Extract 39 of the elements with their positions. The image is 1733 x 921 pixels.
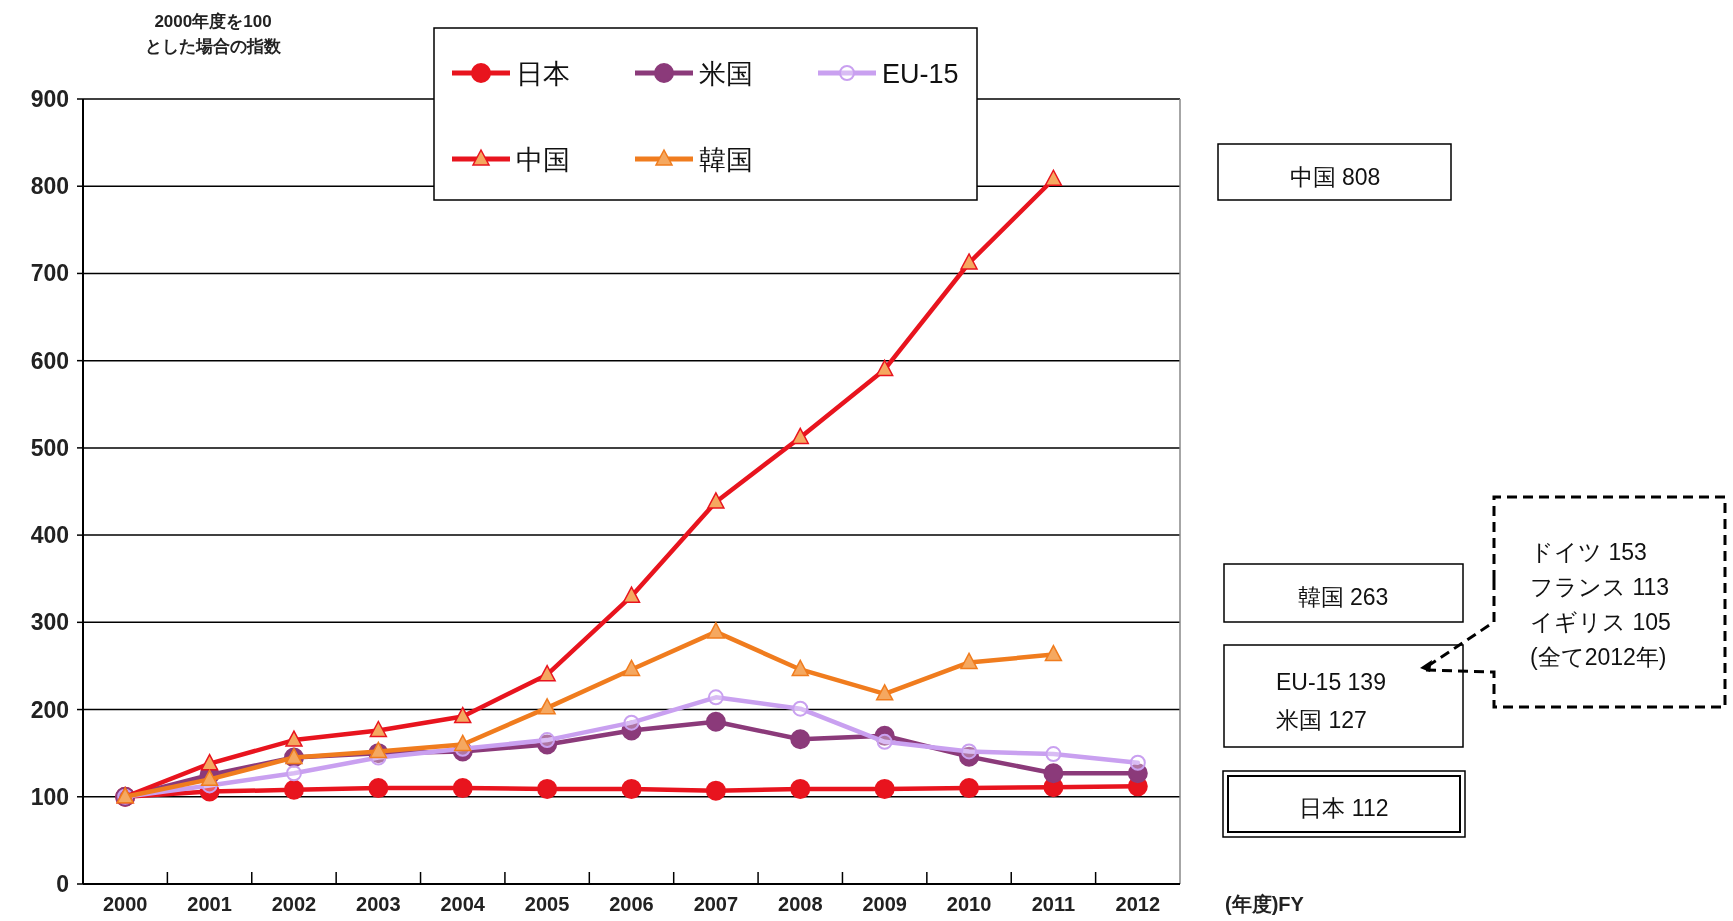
x-tick-label: 2001 (187, 893, 232, 915)
x-tick-label: 2010 (946, 893, 992, 915)
x-tick-label: 2003 (356, 893, 401, 915)
text: 米国 127 (1276, 707, 1367, 733)
x-tick-label: 2009 (862, 893, 907, 915)
x-tick-label: 2012 (1115, 893, 1161, 915)
y-tick-label: 800 (30, 173, 69, 200)
text: ドイツ 153 (1530, 539, 1647, 565)
text: 中国 808 (1289, 164, 1381, 190)
text: (全て2012年) (1530, 644, 1667, 670)
legend-label: 韓国 (699, 145, 753, 175)
x-tick-label: 2002 (271, 893, 317, 915)
y-tick-label: 700 (30, 260, 69, 287)
text: フランス 113 (1530, 574, 1670, 600)
legend-label: 中国 (516, 145, 570, 175)
x-tick-label: 2007 (693, 893, 739, 915)
x-tick-label: 2008 (778, 893, 823, 915)
y-tick-label: 900 (30, 86, 69, 112)
y-tick-label: 200 (30, 696, 69, 723)
text: 韓国 263 (1297, 584, 1389, 610)
x-tick-label: 2011 (1031, 893, 1076, 915)
x-tick-label: 2004 (440, 893, 486, 915)
x-tick-label: 2006 (609, 893, 654, 915)
text: EU-15 139 (1276, 669, 1386, 695)
x-tick-label: 2000 (102, 893, 148, 915)
y-tick-label: 600 (30, 347, 69, 374)
y-tick-label: 100 (30, 783, 69, 810)
y-tick-label: 300 (30, 609, 69, 636)
x-axis-title: (年度)FY (1225, 893, 1305, 915)
y-axis-title: 2000年度を100 とした場合の指数 (145, 12, 282, 56)
y-tick-label: 400 (30, 522, 69, 549)
text: イギリス 105 (1530, 609, 1671, 635)
legend-label: EU-15 (882, 59, 959, 89)
legend-label: 米国 (699, 59, 753, 89)
text: 日本 112 (1299, 795, 1389, 821)
legend-label: 日本 (516, 59, 570, 89)
x-tick-label: 2005 (524, 893, 570, 915)
y-tick-label: 500 (30, 434, 69, 461)
y-tick-label: 0 (56, 871, 69, 897)
